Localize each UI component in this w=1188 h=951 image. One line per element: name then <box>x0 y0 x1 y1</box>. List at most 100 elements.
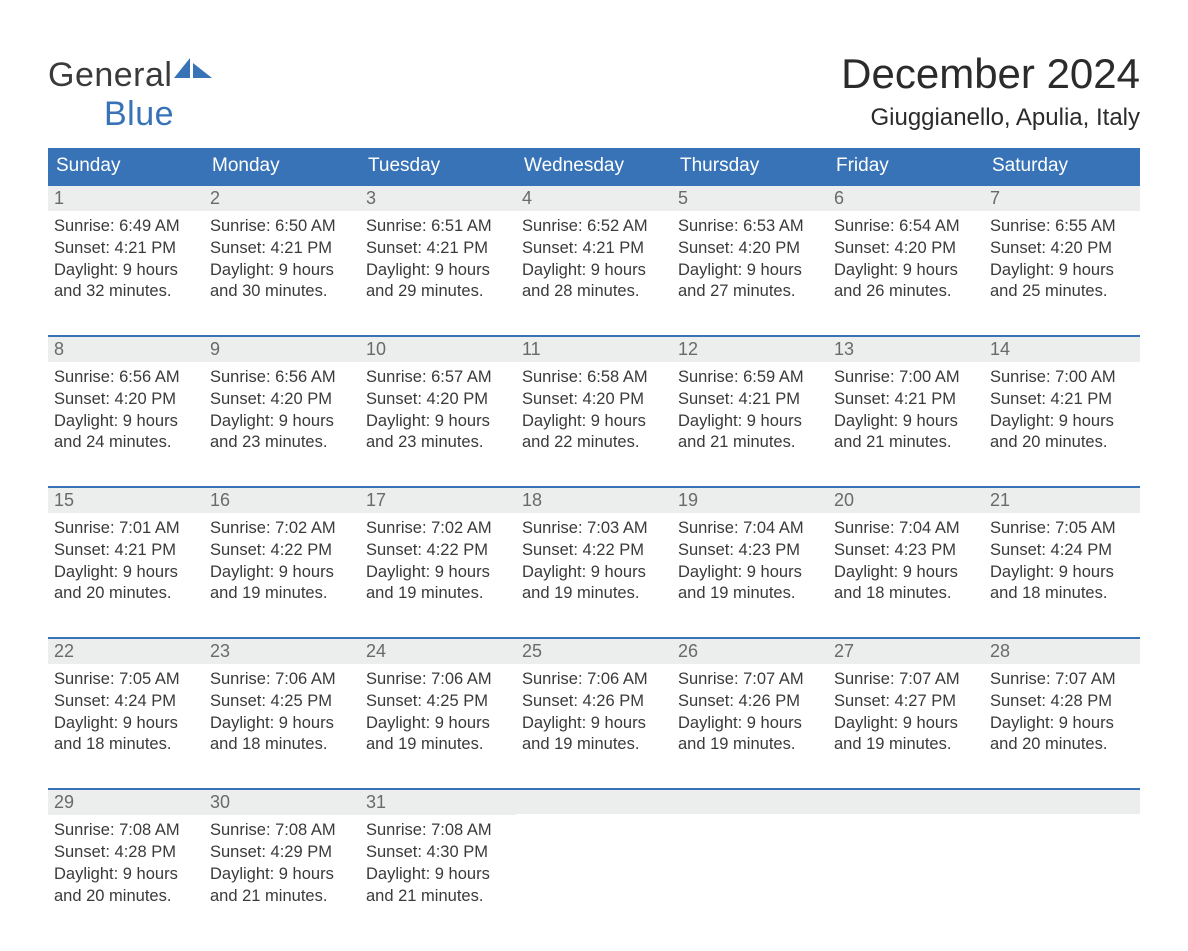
day-details: Sunrise: 7:00 AMSunset: 4:21 PMDaylight:… <box>984 362 1140 458</box>
day-line: and 18 minutes. <box>990 583 1134 605</box>
day-line: and 19 minutes. <box>366 734 510 756</box>
day-line: and 18 minutes. <box>210 734 354 756</box>
day-line: and 19 minutes. <box>210 583 354 605</box>
day-line: and 22 minutes. <box>522 432 666 454</box>
day-line: Sunset: 4:20 PM <box>678 238 822 260</box>
day-line: Daylight: 9 hours <box>366 260 510 282</box>
day-details: Sunrise: 7:08 AMSunset: 4:30 PMDaylight:… <box>360 815 516 911</box>
day-details: Sunrise: 7:07 AMSunset: 4:28 PMDaylight:… <box>984 664 1140 760</box>
day-line: Sunrise: 6:58 AM <box>522 367 666 389</box>
calendar-day: 29Sunrise: 7:08 AMSunset: 4:28 PMDayligh… <box>48 790 204 911</box>
day-line: Sunrise: 6:56 AM <box>54 367 198 389</box>
day-details: Sunrise: 6:52 AMSunset: 4:21 PMDaylight:… <box>516 211 672 307</box>
day-number: 8 <box>48 337 204 362</box>
day-line: Daylight: 9 hours <box>990 713 1134 735</box>
calendar-day: 2Sunrise: 6:50 AMSunset: 4:21 PMDaylight… <box>204 186 360 307</box>
day-line: Sunset: 4:21 PM <box>834 389 978 411</box>
day-line: Sunrise: 7:06 AM <box>522 669 666 691</box>
day-line: and 19 minutes. <box>366 583 510 605</box>
logo-sail-icon <box>174 56 214 85</box>
day-line: and 28 minutes. <box>522 281 666 303</box>
calendar-day: 12Sunrise: 6:59 AMSunset: 4:21 PMDayligh… <box>672 337 828 458</box>
empty-day <box>984 790 1140 814</box>
day-line: Sunset: 4:29 PM <box>210 842 354 864</box>
day-number: 13 <box>828 337 984 362</box>
day-details: Sunrise: 7:00 AMSunset: 4:21 PMDaylight:… <box>828 362 984 458</box>
day-details: Sunrise: 7:05 AMSunset: 4:24 PMDaylight:… <box>984 513 1140 609</box>
day-line: Daylight: 9 hours <box>210 562 354 584</box>
dow-tuesday: Tuesday <box>360 148 516 184</box>
day-line: Sunset: 4:20 PM <box>54 389 198 411</box>
calendar-day: 18Sunrise: 7:03 AMSunset: 4:22 PMDayligh… <box>516 488 672 609</box>
day-line: Sunrise: 7:07 AM <box>834 669 978 691</box>
day-line: Sunset: 4:24 PM <box>990 540 1134 562</box>
day-number: 17 <box>360 488 516 513</box>
calendar-week: 29Sunrise: 7:08 AMSunset: 4:28 PMDayligh… <box>48 788 1140 911</box>
day-line: Daylight: 9 hours <box>522 713 666 735</box>
calendar-day: 6Sunrise: 6:54 AMSunset: 4:20 PMDaylight… <box>828 186 984 307</box>
day-line: Sunrise: 7:00 AM <box>990 367 1134 389</box>
day-line: Sunrise: 6:57 AM <box>366 367 510 389</box>
day-line: and 21 minutes. <box>366 886 510 908</box>
calendar-day: 26Sunrise: 7:07 AMSunset: 4:26 PMDayligh… <box>672 639 828 760</box>
day-line: Sunrise: 7:05 AM <box>54 669 198 691</box>
calendar-day: 15Sunrise: 7:01 AMSunset: 4:21 PMDayligh… <box>48 488 204 609</box>
day-details: Sunrise: 6:56 AMSunset: 4:20 PMDaylight:… <box>48 362 204 458</box>
day-line: and 19 minutes. <box>678 734 822 756</box>
location-label: Giuggianello, Apulia, Italy <box>841 104 1140 132</box>
day-details: Sunrise: 7:07 AMSunset: 4:27 PMDaylight:… <box>828 664 984 760</box>
day-line: and 18 minutes. <box>54 734 198 756</box>
logo: General Blue <box>48 50 214 134</box>
day-number: 21 <box>984 488 1140 513</box>
calendar-day: 31Sunrise: 7:08 AMSunset: 4:30 PMDayligh… <box>360 790 516 911</box>
calendar-day: 1Sunrise: 6:49 AMSunset: 4:21 PMDaylight… <box>48 186 204 307</box>
calendar-day: 5Sunrise: 6:53 AMSunset: 4:20 PMDaylight… <box>672 186 828 307</box>
day-line: Daylight: 9 hours <box>366 713 510 735</box>
day-line: Sunset: 4:26 PM <box>522 691 666 713</box>
day-line: Sunrise: 7:02 AM <box>210 518 354 540</box>
day-line: Sunrise: 7:00 AM <box>834 367 978 389</box>
day-line: Daylight: 9 hours <box>678 562 822 584</box>
day-number: 7 <box>984 186 1140 211</box>
day-line: and 19 minutes. <box>522 583 666 605</box>
day-details: Sunrise: 7:02 AMSunset: 4:22 PMDaylight:… <box>204 513 360 609</box>
day-details: Sunrise: 7:03 AMSunset: 4:22 PMDaylight:… <box>516 513 672 609</box>
day-line: Daylight: 9 hours <box>834 260 978 282</box>
calendar-day: 7Sunrise: 6:55 AMSunset: 4:20 PMDaylight… <box>984 186 1140 307</box>
logo-text-general: General <box>48 56 172 94</box>
dow-friday: Friday <box>828 148 984 184</box>
day-number: 31 <box>360 790 516 815</box>
day-line: Sunset: 4:28 PM <box>54 842 198 864</box>
day-line: Daylight: 9 hours <box>990 411 1134 433</box>
day-number: 24 <box>360 639 516 664</box>
day-line: and 19 minutes. <box>522 734 666 756</box>
day-number: 19 <box>672 488 828 513</box>
calendar-day: 30Sunrise: 7:08 AMSunset: 4:29 PMDayligh… <box>204 790 360 911</box>
day-line: Sunset: 4:24 PM <box>54 691 198 713</box>
day-line: and 21 minutes. <box>678 432 822 454</box>
calendar-day: 13Sunrise: 7:00 AMSunset: 4:21 PMDayligh… <box>828 337 984 458</box>
day-line: Sunset: 4:23 PM <box>678 540 822 562</box>
day-number: 3 <box>360 186 516 211</box>
empty-day <box>828 790 984 814</box>
day-number: 4 <box>516 186 672 211</box>
day-line: Sunrise: 7:08 AM <box>54 820 198 842</box>
day-line: and 23 minutes. <box>210 432 354 454</box>
day-line: Sunset: 4:25 PM <box>210 691 354 713</box>
calendar-day: 20Sunrise: 7:04 AMSunset: 4:23 PMDayligh… <box>828 488 984 609</box>
calendar-day: 9Sunrise: 6:56 AMSunset: 4:20 PMDaylight… <box>204 337 360 458</box>
day-details: Sunrise: 6:57 AMSunset: 4:20 PMDaylight:… <box>360 362 516 458</box>
day-line: Daylight: 9 hours <box>834 713 978 735</box>
day-number: 26 <box>672 639 828 664</box>
day-line: Sunrise: 7:07 AM <box>990 669 1134 691</box>
dow-wednesday: Wednesday <box>516 148 672 184</box>
day-details: Sunrise: 7:08 AMSunset: 4:28 PMDaylight:… <box>48 815 204 911</box>
day-of-week-header: Sunday Monday Tuesday Wednesday Thursday… <box>48 148 1140 184</box>
day-line: Sunrise: 6:55 AM <box>990 216 1134 238</box>
day-number: 2 <box>204 186 360 211</box>
dow-saturday: Saturday <box>984 148 1140 184</box>
day-line: Daylight: 9 hours <box>54 713 198 735</box>
day-number: 28 <box>984 639 1140 664</box>
day-line: Daylight: 9 hours <box>990 562 1134 584</box>
calendar-grid: Sunday Monday Tuesday Wednesday Thursday… <box>48 148 1140 911</box>
